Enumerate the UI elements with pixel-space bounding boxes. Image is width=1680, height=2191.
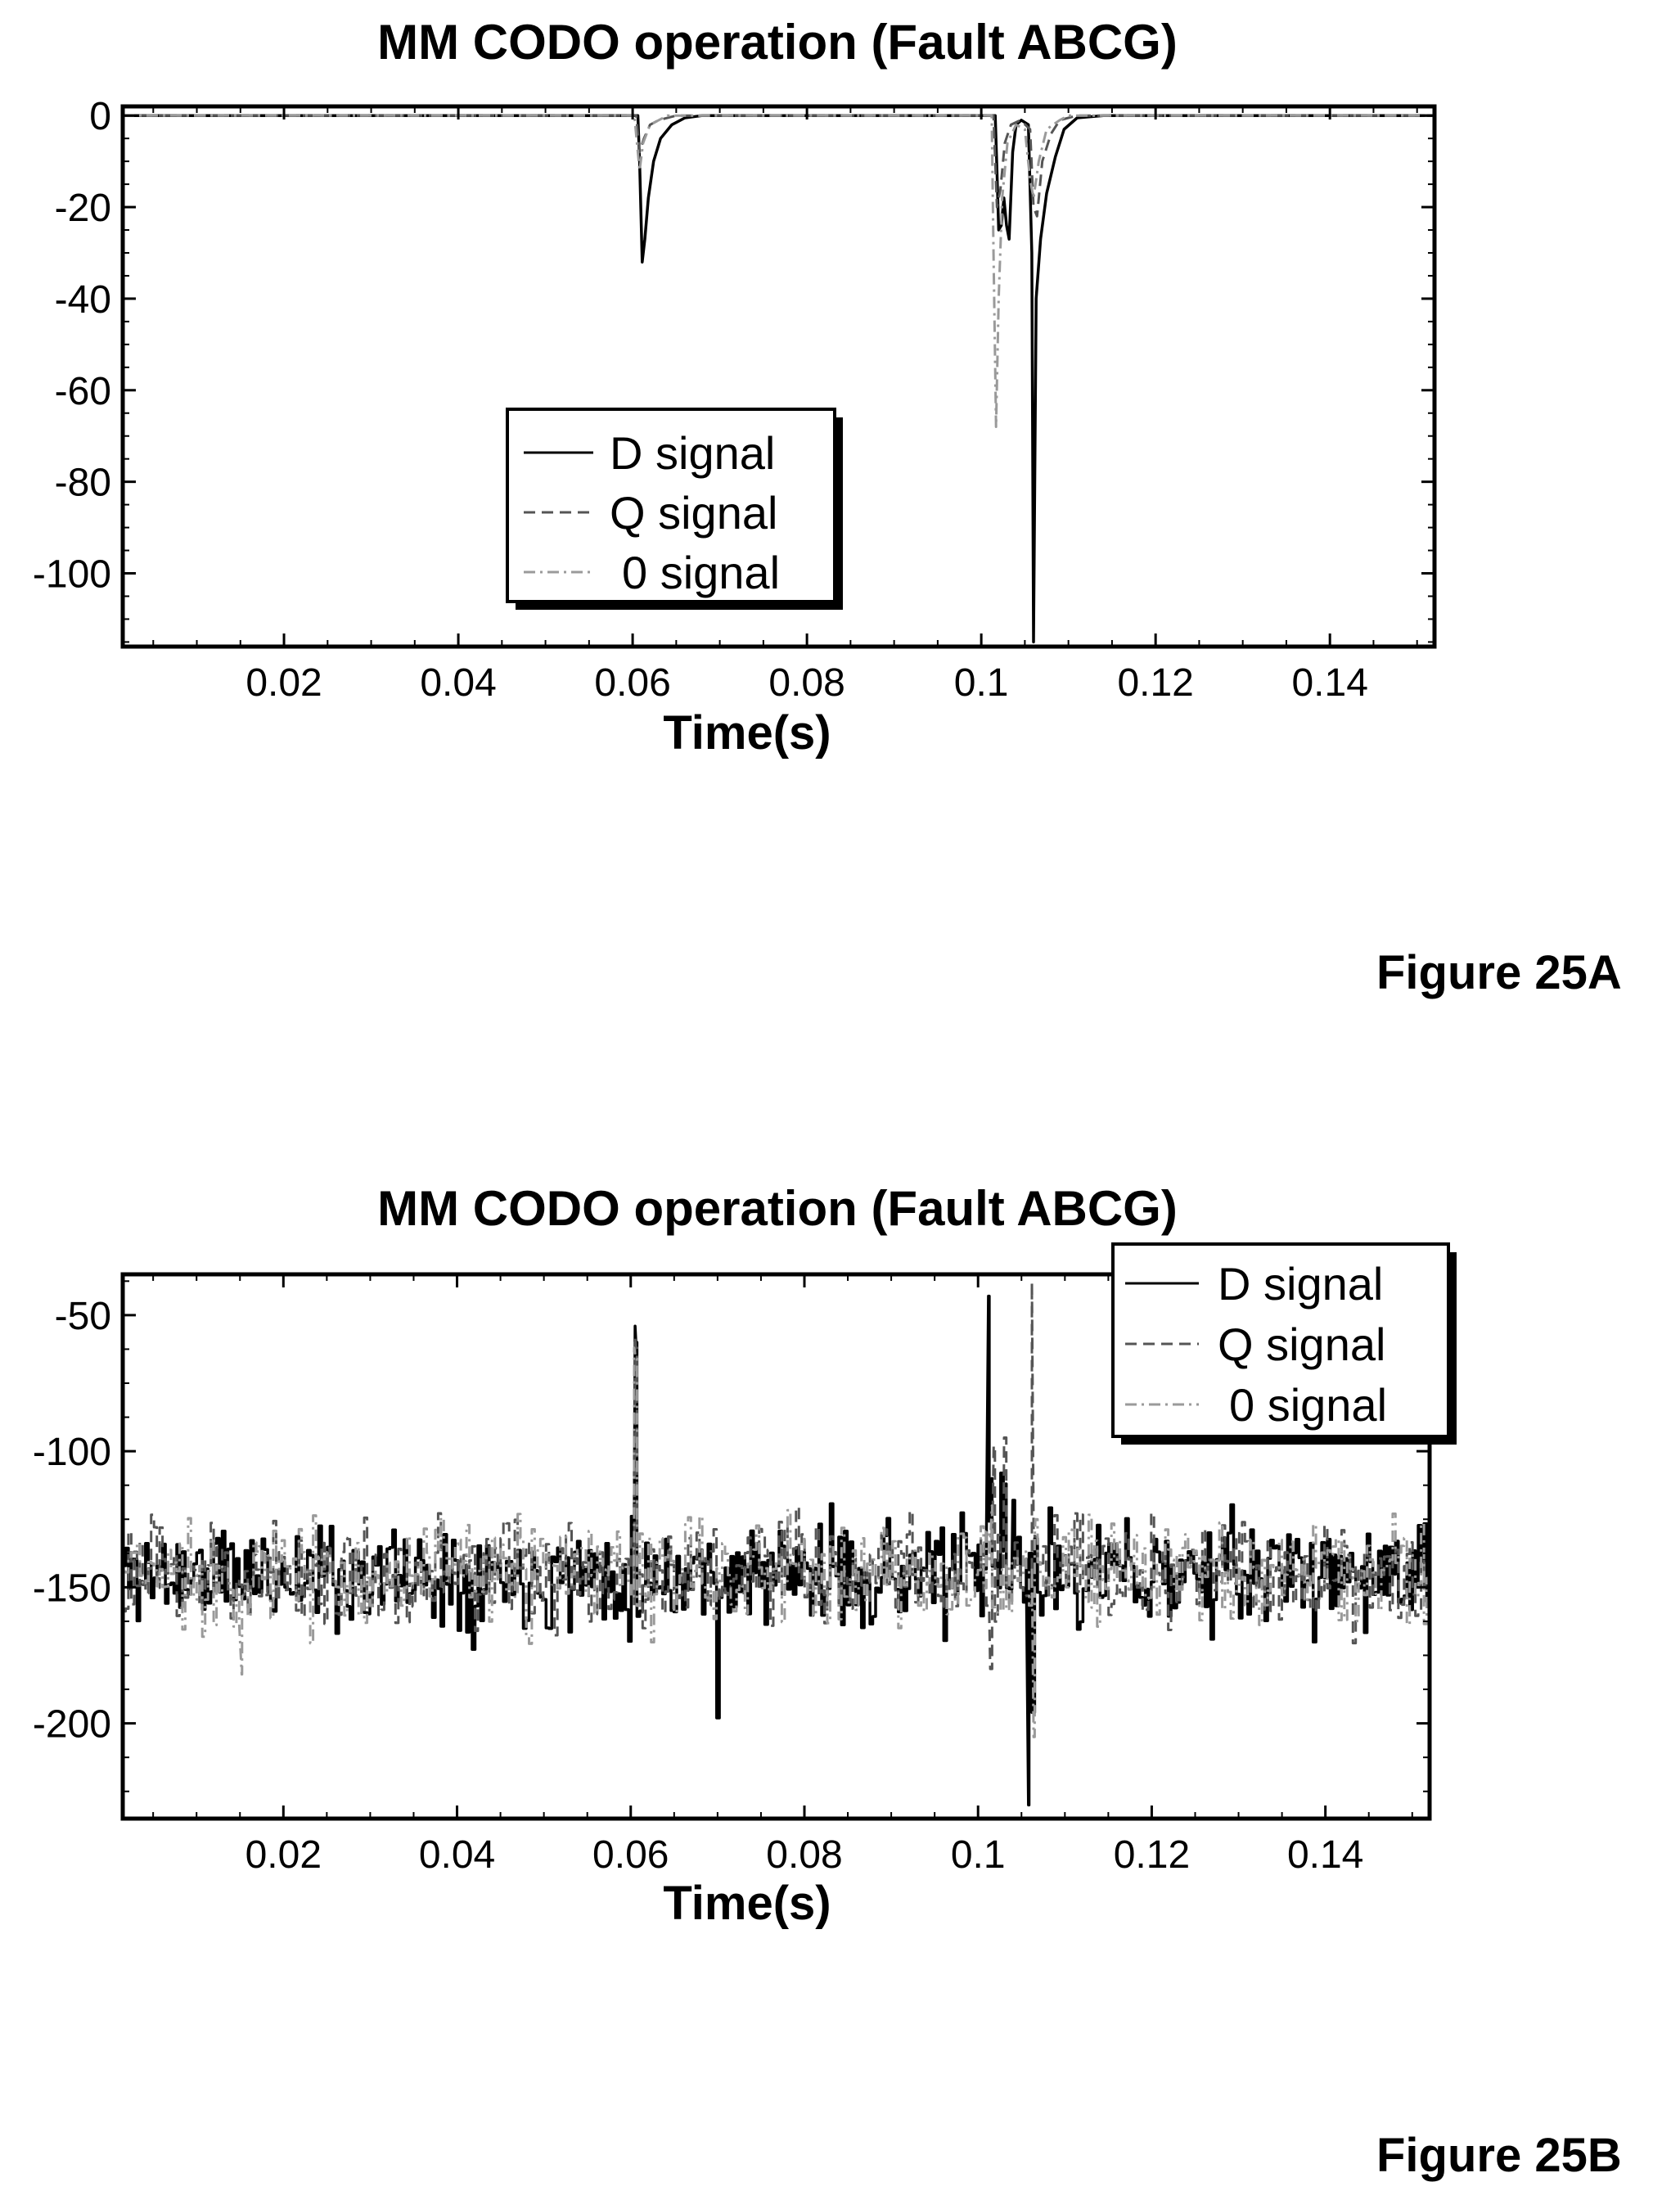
chart-a-xtick-label: 0.02 bbox=[245, 661, 322, 705]
chart-b-xtick-label: 0.14 bbox=[1287, 1833, 1363, 1877]
chart-a-ytick-label: -40 bbox=[55, 278, 111, 322]
chart-a-ticks: 0.02 0.04 0.06 0.08 0.1 0.12 0.14 0 -20 -40 -60 -80… bbox=[33, 95, 1435, 705]
chart-a-series-0 bbox=[123, 114, 1435, 428]
chart-b-ytick-label: -200 bbox=[33, 1703, 111, 1747]
chart-b-plot-frame bbox=[120, 1272, 1432, 1821]
chart-a-xtick-label: 0.1 bbox=[954, 661, 1009, 705]
chart-a-legend-q: Q signal bbox=[610, 487, 777, 539]
chart-a-title: MM CODO operation (Fault ABCG) bbox=[377, 15, 1178, 70]
chart-a-xtick-label: 0.08 bbox=[768, 661, 845, 705]
chart-b-ytick-label: -100 bbox=[33, 1431, 111, 1474]
chart-b-xtick-label: 0.06 bbox=[592, 1833, 669, 1877]
chart-b-legend-0: 0 signal bbox=[1229, 1379, 1387, 1431]
chart-25b: MM CODO operation (Fault ABCG) 0.02 0.04 0… bbox=[33, 1181, 1457, 1930]
chart-b-xtick-label: 0.12 bbox=[1114, 1833, 1190, 1877]
chart-a-plot-frame bbox=[120, 104, 1437, 649]
chart-a-legend-d: D signal bbox=[610, 427, 775, 479]
chart-b-ticks: 0.02 0.04 0.06 0.08 0.1 0.12 0.14 -50 -100 -150 -2… bbox=[33, 1274, 1430, 1877]
chart-a-legend-0: 0 signal bbox=[622, 547, 780, 598]
chart-a-ytick-label: 0 bbox=[89, 95, 111, 138]
chart-a-ytick-label: -60 bbox=[55, 370, 111, 413]
chart-b-series-0 bbox=[123, 1346, 1431, 1738]
chart-b-series bbox=[123, 1281, 1431, 1807]
chart-b-ytick-label: -50 bbox=[55, 1295, 111, 1338]
chart-a-xlabel: Time(s) bbox=[663, 706, 831, 760]
chart-a-series-d bbox=[123, 114, 1435, 644]
chart-a-ytick-label: -100 bbox=[33, 553, 111, 597]
chart-a-ytick-label: -80 bbox=[55, 462, 111, 505]
chart-b-legend-q: Q signal bbox=[1218, 1319, 1385, 1370]
chart-a-series bbox=[123, 114, 1435, 644]
chart-a-legend-box bbox=[506, 408, 836, 603]
figure-25b-caption: Figure 25B bbox=[1376, 2129, 1622, 2182]
chart-b-ytick-label: -150 bbox=[33, 1567, 111, 1610]
chart-a-legend: D signal Q signal 0 signal bbox=[506, 408, 843, 610]
chart-b-xtick-label: 0.02 bbox=[245, 1833, 322, 1877]
chart-b-legend: D signal Q signal 0 signal bbox=[1111, 1242, 1457, 1445]
chart-b-legend-box bbox=[1111, 1242, 1450, 1438]
chart-b-xtick-label: 0.04 bbox=[419, 1833, 495, 1877]
chart-b-legend-d: D signal bbox=[1218, 1258, 1383, 1310]
chart-a-xtick-label: 0.12 bbox=[1117, 661, 1193, 705]
figure-25a-caption: Figure 25A bbox=[1376, 946, 1622, 999]
chart-b-title: MM CODO operation (Fault ABCG) bbox=[377, 1181, 1178, 1236]
chart-b-xtick-label: 0.1 bbox=[951, 1833, 1006, 1877]
chart-a-xtick-label: 0.14 bbox=[1291, 661, 1367, 705]
chart-a-xtick-label: 0.06 bbox=[594, 661, 670, 705]
chart-b-series-d bbox=[123, 1294, 1431, 1807]
chart-b-xtick-label: 0.08 bbox=[766, 1833, 842, 1877]
chart-a-series-q bbox=[123, 114, 1435, 218]
chart-a-xtick-label: 0.04 bbox=[420, 661, 496, 705]
chart-25a: MM CODO operation (Fault ABCG) 0.02 0.04 0… bbox=[33, 15, 1437, 760]
chart-b-xlabel: Time(s) bbox=[663, 1877, 831, 1930]
chart-a-ytick-label: -20 bbox=[55, 187, 111, 230]
